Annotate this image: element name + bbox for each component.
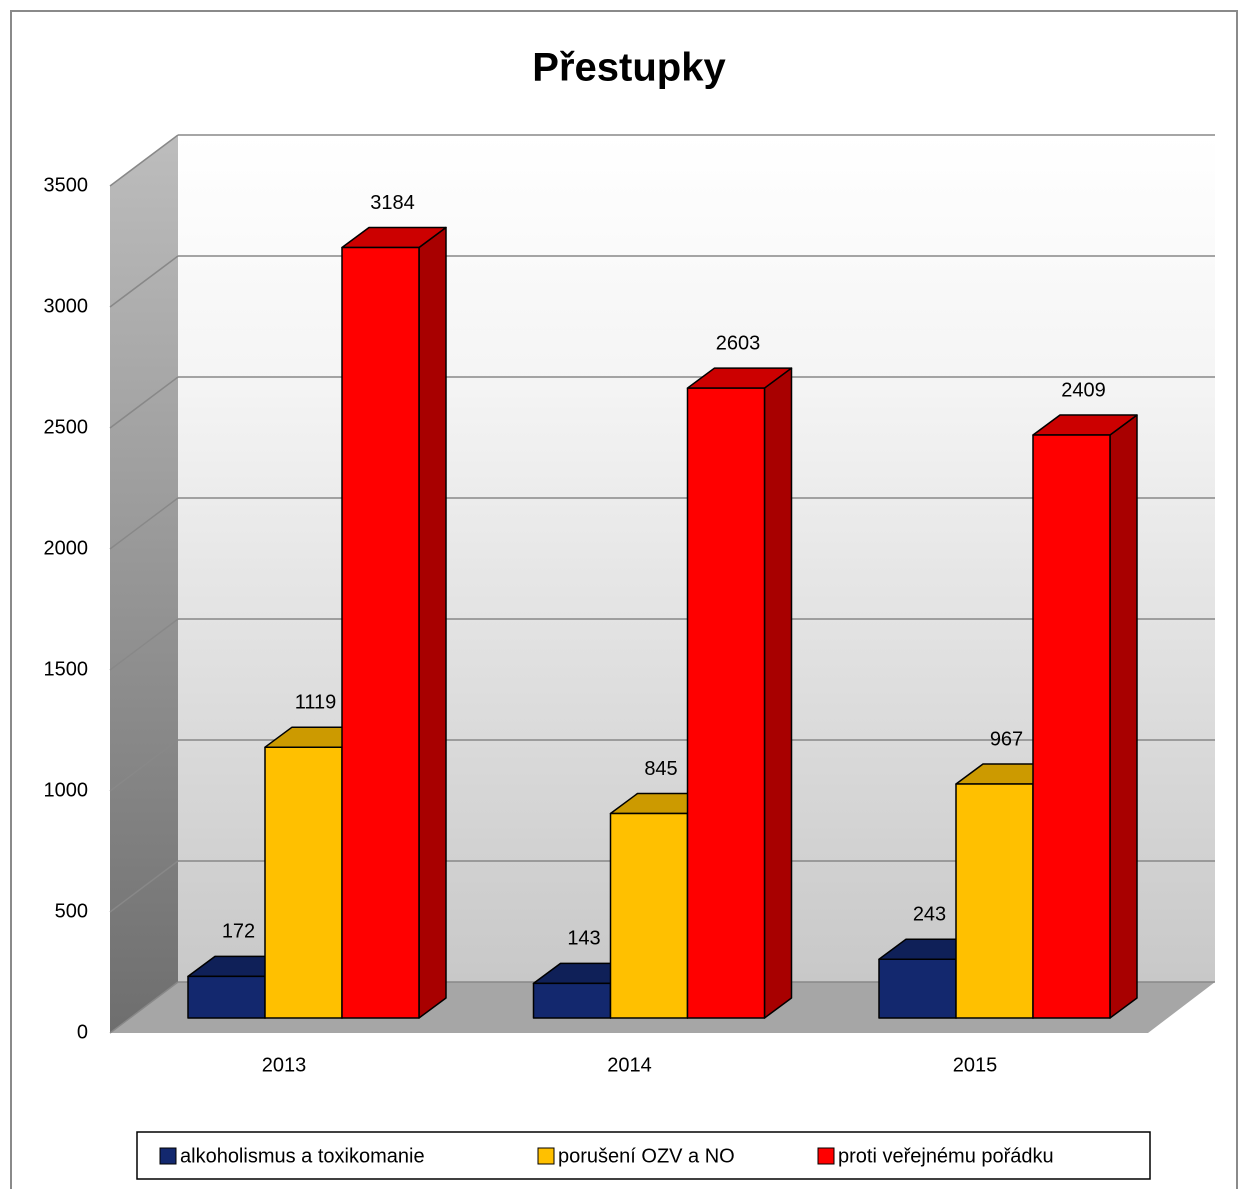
grid-line <box>109 860 179 913</box>
bar-side <box>1109 414 1138 1019</box>
data-label: 967 <box>990 728 1023 750</box>
bar-side <box>418 226 447 1019</box>
grid-line <box>109 739 179 792</box>
bar-side <box>763 367 793 1019</box>
y-tick-label: 1000 <box>44 779 89 801</box>
bar <box>532 982 612 1019</box>
data-label: 2409 <box>1061 379 1106 401</box>
bar <box>609 812 689 1019</box>
data-label: 3184 <box>370 192 415 214</box>
data-label: 845 <box>644 758 677 780</box>
y-tick-label: 1500 <box>44 658 89 680</box>
grid-line <box>109 255 179 308</box>
bar <box>341 246 420 1019</box>
x-tick-label: 2015 <box>953 1054 998 1076</box>
bar <box>955 783 1034 1019</box>
grid-line <box>109 134 179 187</box>
legend-swatch <box>159 1147 177 1165</box>
legend-swatch <box>537 1147 555 1165</box>
bar <box>878 958 957 1019</box>
bar <box>686 387 766 1019</box>
grid-line <box>109 376 179 429</box>
chart-title: Přestupky <box>532 46 726 90</box>
legend-label: porušení OZV a NO <box>558 1145 735 1167</box>
y-tick-label: 3500 <box>44 174 89 196</box>
legend-label: proti veřejnému pořádku <box>838 1145 1054 1167</box>
data-label: 1119 <box>295 691 337 713</box>
bar <box>264 746 343 1019</box>
data-label: 172 <box>222 921 255 943</box>
data-label: 2603 <box>716 332 761 354</box>
data-label: 243 <box>913 903 946 925</box>
y-tick-label: 3000 <box>44 295 89 317</box>
grid-line <box>109 618 179 671</box>
legend-label: alkoholismus a toxikomanie <box>180 1145 425 1167</box>
y-tick-label: 2500 <box>44 416 89 438</box>
data-label: 143 <box>567 928 600 950</box>
y-tick-label: 2000 <box>44 537 89 559</box>
y-tick-label: 0 <box>77 1021 88 1043</box>
x-tick-label: 2014 <box>607 1054 652 1076</box>
side-wall <box>110 135 178 1033</box>
x-tick-label: 2013 <box>262 1054 307 1076</box>
grid-line <box>109 981 179 1034</box>
grid-line <box>109 497 179 550</box>
y-tick-label: 500 <box>55 900 88 922</box>
bar <box>1032 434 1111 1019</box>
legend-swatch <box>817 1147 835 1165</box>
bar <box>187 975 266 1019</box>
legend <box>136 1131 1151 1180</box>
